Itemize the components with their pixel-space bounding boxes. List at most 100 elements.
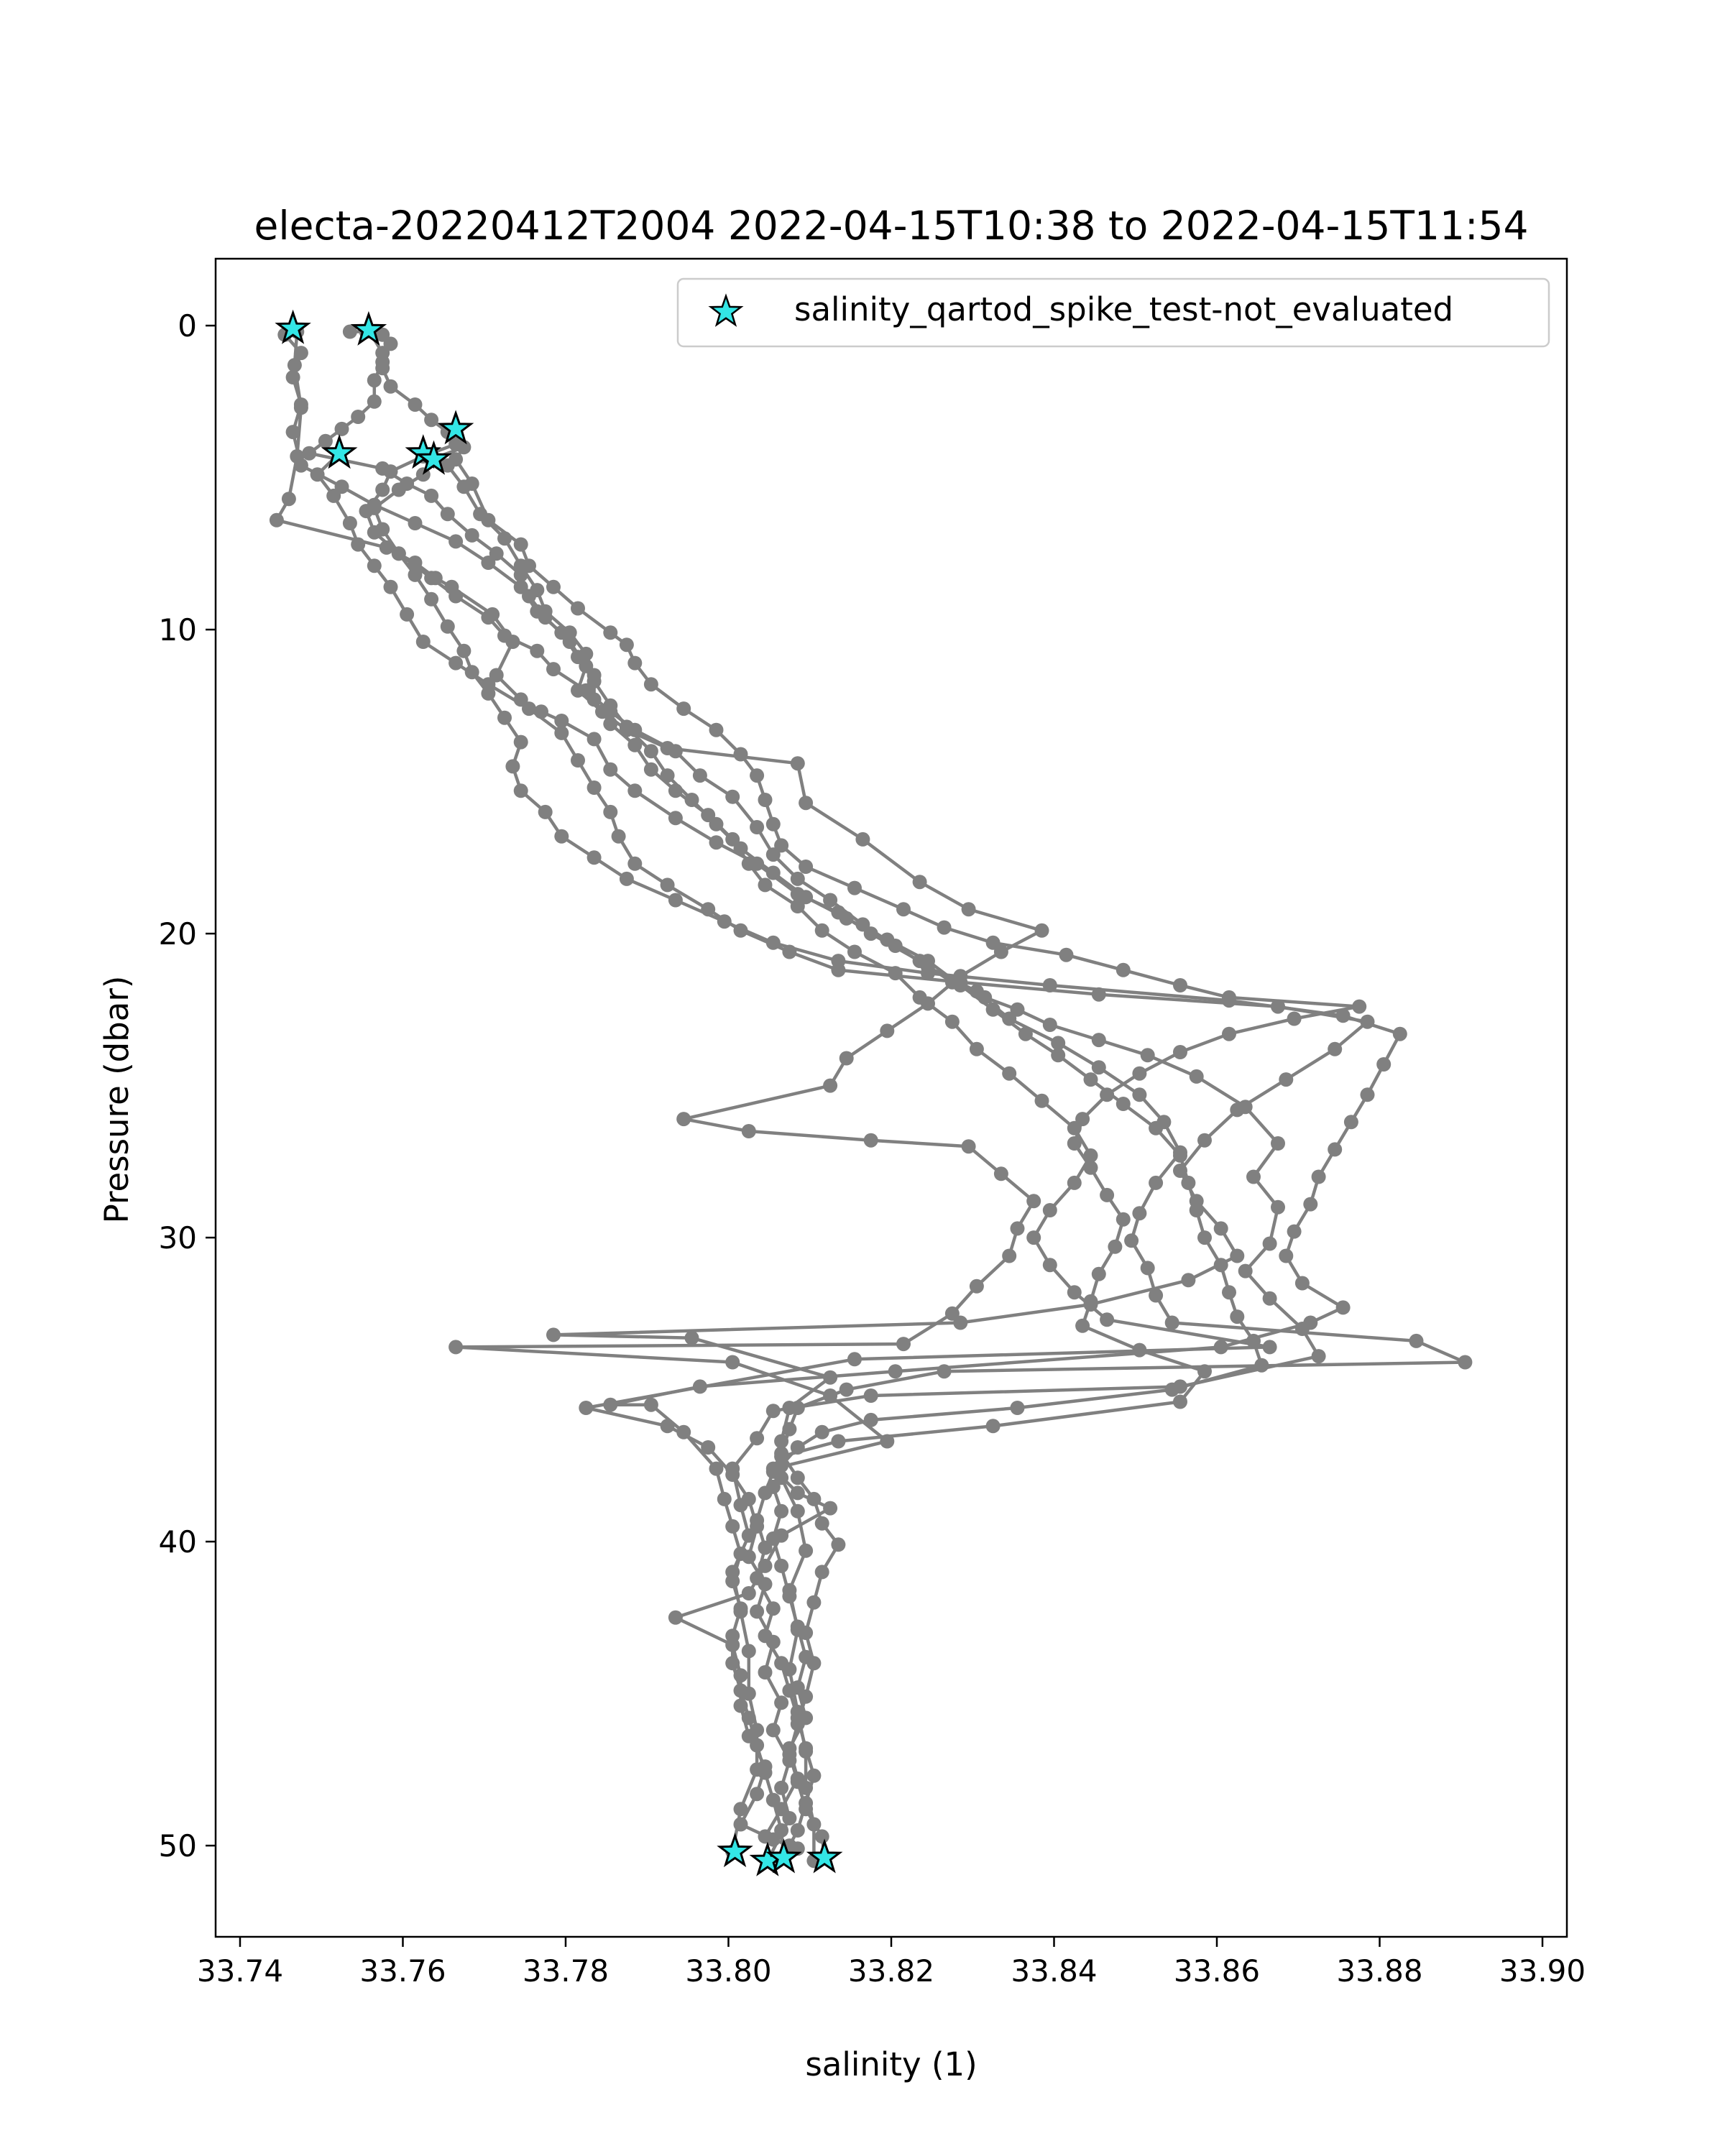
profile-point — [367, 558, 382, 573]
profile-point — [1002, 1011, 1017, 1026]
profile-point — [456, 440, 472, 455]
profile-point — [1230, 1102, 1245, 1118]
profile-point — [823, 893, 838, 908]
profile-point — [799, 796, 814, 811]
profile-point — [896, 902, 911, 917]
profile-point — [880, 1023, 895, 1038]
profile-point — [985, 1419, 1000, 1434]
profile-point — [1409, 1333, 1424, 1348]
profile-point — [912, 875, 927, 890]
y-tick-label: 50 — [159, 1828, 197, 1864]
profile-point — [839, 911, 854, 926]
profile-point — [1091, 1033, 1106, 1048]
y-tick-label: 20 — [159, 916, 197, 952]
profile-point — [1246, 1169, 1261, 1184]
profile-point — [627, 783, 643, 798]
profile-point — [839, 1382, 854, 1397]
profile-point — [790, 1503, 805, 1519]
profile-point — [1067, 1175, 1082, 1190]
profile-point — [831, 954, 846, 969]
profile-point — [855, 917, 870, 932]
chart-title: electa-20220412T2004 2022-04-15T10:38 to… — [254, 203, 1529, 249]
profile-point — [790, 756, 805, 771]
profile-point — [586, 674, 602, 688]
profile-point — [847, 880, 862, 895]
profile-point — [985, 1002, 1000, 1017]
profile-point — [839, 1051, 854, 1066]
y-tick-label: 30 — [159, 1220, 197, 1256]
profile-point — [627, 655, 643, 671]
profile-point — [351, 410, 366, 424]
profile-point — [367, 373, 382, 388]
profile-point — [758, 1665, 773, 1680]
profile-point — [741, 856, 756, 871]
profile-point — [1262, 1340, 1277, 1355]
profile-point — [863, 1133, 878, 1148]
profile-point — [1091, 987, 1106, 1002]
profile-point — [546, 1327, 561, 1342]
profile-point — [1360, 1087, 1375, 1102]
profile-point — [1173, 1045, 1187, 1059]
profile-point — [921, 966, 935, 981]
profile-point — [1197, 1364, 1212, 1379]
profile-point — [1002, 1066, 1017, 1081]
profile-point — [1042, 1203, 1057, 1217]
profile-point — [603, 1397, 618, 1412]
profile-point — [318, 433, 333, 448]
profile-point — [725, 1468, 740, 1482]
profile-point — [513, 537, 528, 552]
profile-point — [921, 996, 935, 1011]
profile-point — [684, 793, 699, 807]
profile-point — [481, 556, 496, 570]
profile-point — [814, 1565, 829, 1580]
profile-point — [668, 783, 683, 798]
profile-point — [799, 1543, 814, 1558]
profile-point — [709, 835, 724, 850]
profile-point — [765, 1601, 781, 1616]
profile-point — [733, 1802, 748, 1817]
profile-point — [765, 1479, 781, 1494]
profile-point — [1189, 1069, 1204, 1084]
x-tick-label: 33.82 — [848, 1953, 934, 1989]
profile-point — [765, 1531, 781, 1546]
profile-point — [546, 662, 561, 677]
profile-point — [1213, 1221, 1228, 1236]
profile-point — [1100, 1187, 1115, 1202]
profile-point — [725, 1519, 740, 1534]
profile-point — [1010, 1221, 1025, 1236]
profile-point — [660, 768, 675, 783]
profile-point — [456, 643, 472, 658]
profile-point — [1083, 1148, 1098, 1163]
profile-point — [1149, 1175, 1164, 1190]
profile-point — [1222, 1285, 1236, 1300]
profile-point — [424, 413, 439, 428]
profile-point — [814, 1424, 829, 1439]
profile-point — [1173, 1394, 1187, 1409]
profile-point — [774, 838, 789, 853]
profile-point — [937, 920, 952, 935]
profile-point — [481, 686, 496, 701]
profile-point — [1100, 1087, 1115, 1102]
profile-point — [342, 324, 357, 339]
profile-point — [1100, 1312, 1115, 1327]
profile-point — [937, 1364, 952, 1379]
profile-point — [408, 556, 423, 570]
profile-point — [611, 829, 626, 844]
profile-point — [1132, 1206, 1147, 1221]
profile-point — [1132, 1066, 1147, 1081]
x-tick-label: 33.78 — [523, 1953, 609, 1989]
profile-point — [1042, 1258, 1057, 1273]
profile-point — [522, 558, 536, 573]
profile-point — [774, 1503, 789, 1519]
profile-point — [799, 1649, 814, 1664]
profile-point — [554, 625, 569, 640]
profile-point — [287, 358, 302, 373]
profile-point — [643, 762, 658, 777]
profile-point — [733, 841, 748, 856]
profile-point — [1271, 1136, 1285, 1151]
profile-point — [750, 1787, 765, 1802]
profile-point — [774, 1802, 789, 1817]
profile-point — [725, 789, 740, 804]
profile-point — [1083, 1160, 1098, 1175]
profile-point — [790, 1772, 805, 1786]
